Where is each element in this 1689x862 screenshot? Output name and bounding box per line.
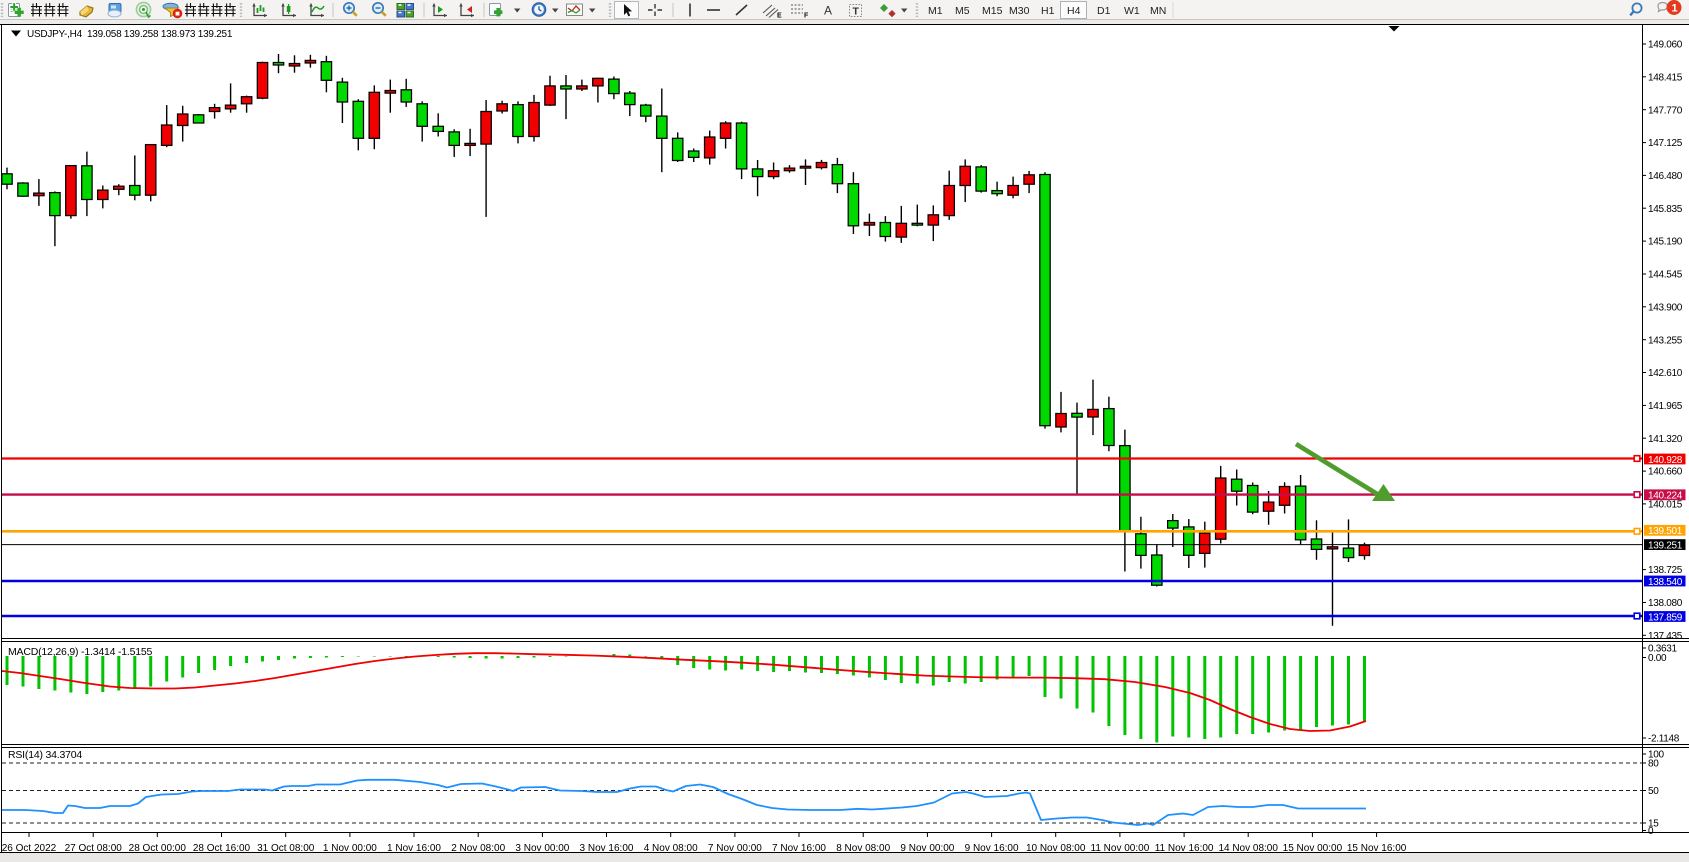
svg-text:15: 15 xyxy=(1648,819,1659,830)
svg-text:139.251: 139.251 xyxy=(1648,540,1683,551)
svg-text:MN: MN xyxy=(1150,5,1166,17)
svg-text:140.015: 140.015 xyxy=(1648,500,1683,511)
svg-text:9 Nov 00:00: 9 Nov 00:00 xyxy=(900,843,954,854)
svg-text:3 Nov 00:00: 3 Nov 00:00 xyxy=(515,843,569,854)
svg-text:140.224: 140.224 xyxy=(1648,491,1683,502)
svg-text:26 Oct 2022: 26 Oct 2022 xyxy=(2,843,57,854)
svg-text:USDJPY-,H4 139.058 139.258 13: USDJPY-,H4 139.058 139.258 138.973 139.2… xyxy=(27,29,233,40)
svg-text:140.928: 140.928 xyxy=(1648,455,1683,466)
svg-text:9 Nov 16:00: 9 Nov 16:00 xyxy=(965,843,1019,854)
svg-text:1 Nov 16:00: 1 Nov 16:00 xyxy=(387,843,441,854)
svg-text:M30: M30 xyxy=(1009,5,1030,17)
svg-text:H1: H1 xyxy=(1041,5,1055,17)
svg-text:140.660: 140.660 xyxy=(1648,467,1683,478)
svg-text:3 Nov 16:00: 3 Nov 16:00 xyxy=(580,843,634,854)
svg-text:11 Nov 16:00: 11 Nov 16:00 xyxy=(1155,843,1214,854)
svg-text:A: A xyxy=(824,4,832,18)
svg-text:MACD(12,26,9) -1.3414 -1.5155: MACD(12,26,9) -1.3414 -1.5155 xyxy=(8,646,153,658)
svg-text:15 Nov 16:00: 15 Nov 16:00 xyxy=(1347,843,1407,854)
svg-text:M1: M1 xyxy=(928,5,943,17)
svg-text:15 Nov 00:00: 15 Nov 00:00 xyxy=(1283,843,1343,854)
svg-text:138.540: 138.540 xyxy=(1648,577,1683,588)
svg-text:142.610: 142.610 xyxy=(1648,368,1683,379)
svg-text:138.080: 138.080 xyxy=(1648,598,1683,609)
svg-text:8 Nov 08:00: 8 Nov 08:00 xyxy=(836,843,890,854)
svg-text:2 Nov 08:00: 2 Nov 08:00 xyxy=(451,843,505,854)
svg-text:7 Nov 16:00: 7 Nov 16:00 xyxy=(772,843,826,854)
svg-text:146.480: 146.480 xyxy=(1648,171,1683,182)
svg-text:149.060: 149.060 xyxy=(1648,40,1683,51)
svg-text:M5: M5 xyxy=(955,5,970,17)
svg-text:139.501: 139.501 xyxy=(1648,526,1683,537)
svg-text:H4: H4 xyxy=(1067,5,1081,17)
svg-text:RSI(14) 34.3704: RSI(14) 34.3704 xyxy=(8,749,82,761)
svg-text:0.00: 0.00 xyxy=(1648,653,1667,664)
svg-text:F: F xyxy=(804,13,809,20)
svg-text:14 Nov 08:00: 14 Nov 08:00 xyxy=(1218,843,1278,854)
svg-text:100: 100 xyxy=(1648,750,1665,761)
svg-text:10 Nov 08:00: 10 Nov 08:00 xyxy=(1026,843,1086,854)
svg-text:147.125: 147.125 xyxy=(1648,138,1683,149)
svg-text:0: 0 xyxy=(1648,826,1654,837)
svg-text:7 Nov 00:00: 7 Nov 00:00 xyxy=(708,843,762,854)
svg-text:D1: D1 xyxy=(1097,5,1111,17)
svg-text:143.255: 143.255 xyxy=(1648,335,1683,346)
svg-text:T: T xyxy=(853,6,860,18)
svg-text:31 Oct 08:00: 31 Oct 08:00 xyxy=(257,843,315,854)
svg-text:4 Nov 08:00: 4 Nov 08:00 xyxy=(644,843,698,854)
svg-text:28 Oct 00:00: 28 Oct 00:00 xyxy=(129,843,187,854)
svg-text:E: E xyxy=(777,13,782,20)
svg-text:28 Oct 16:00: 28 Oct 16:00 xyxy=(193,843,251,854)
svg-text:141.320: 141.320 xyxy=(1648,434,1683,445)
svg-text:143.900: 143.900 xyxy=(1648,302,1683,313)
svg-text:1: 1 xyxy=(1672,3,1678,15)
svg-text:141.965: 141.965 xyxy=(1648,401,1683,412)
svg-text:144.545: 144.545 xyxy=(1648,270,1683,281)
svg-text:147.770: 147.770 xyxy=(1648,105,1683,116)
svg-text:80: 80 xyxy=(1648,759,1659,770)
svg-text:137.859: 137.859 xyxy=(1648,612,1683,623)
svg-text:137.435: 137.435 xyxy=(1648,631,1683,642)
svg-text:-2.1148: -2.1148 xyxy=(1648,734,1680,745)
svg-text:W1: W1 xyxy=(1124,5,1140,17)
svg-text:11 Nov 00:00: 11 Nov 00:00 xyxy=(1091,843,1150,854)
svg-text:145.190: 145.190 xyxy=(1648,237,1683,248)
svg-text:148.415: 148.415 xyxy=(1648,72,1683,83)
svg-text:27 Oct 08:00: 27 Oct 08:00 xyxy=(65,843,123,854)
svg-text:50: 50 xyxy=(1648,786,1659,797)
svg-text:M15: M15 xyxy=(982,5,1003,17)
svg-text:145.835: 145.835 xyxy=(1648,204,1683,215)
svg-text:0.3631: 0.3631 xyxy=(1648,644,1678,655)
svg-text:138.725: 138.725 xyxy=(1648,565,1683,576)
svg-text:1 Nov 00:00: 1 Nov 00:00 xyxy=(323,843,377,854)
